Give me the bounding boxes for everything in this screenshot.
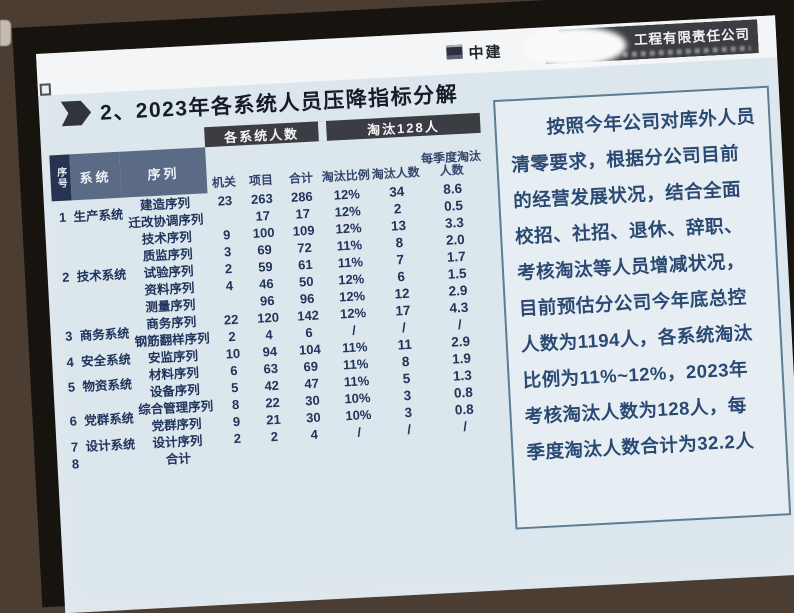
xiangmu-value: 17 xyxy=(255,207,271,224)
col-header-quarter: 每季度淘汰人数 xyxy=(420,148,482,179)
system-name: 技术系统 xyxy=(76,267,128,284)
table-body: 1 生产系统 建造序列 23 263 286 12% 34 8.6 迁改协调序列 17 17 12% 2 0… xyxy=(52,179,498,473)
col-header-jiguan: 机关 xyxy=(211,174,237,190)
xiangmu-value: 69 xyxy=(256,241,273,258)
heji-value: 109 xyxy=(292,222,315,239)
col-header-heji: 合计 xyxy=(288,170,314,186)
jiguan-value: 22 xyxy=(223,311,239,328)
xiangmu-value: 22 xyxy=(264,394,281,410)
jiguan-value: 2 xyxy=(228,328,237,344)
jiguan-value: 8 xyxy=(231,396,240,412)
personnel-table: 各系统人数 淘汰128人 序号 系统 序列 机关 项目 合计 淘汰比例 淘汰人数 xyxy=(48,112,498,473)
jiguan-value xyxy=(208,208,243,227)
table-section: 各系统人数 淘汰128人 序号 系统 序列 机关 项目 合计 淘汰比例 淘汰人数 xyxy=(48,112,498,473)
jiguan-value: 23 xyxy=(217,192,233,209)
xiangmu-value: 42 xyxy=(264,377,280,393)
col-header-xiangmu: 项目 xyxy=(248,172,274,189)
system-name: 生产系统 xyxy=(73,207,124,225)
col-header-sequence: 序列 xyxy=(119,147,208,198)
sequence-name: 合计 xyxy=(165,450,192,467)
jiguan-value: 4 xyxy=(225,277,234,293)
jiguan-value xyxy=(221,446,256,465)
row-number: 4 xyxy=(66,353,75,370)
heji-value: 96 xyxy=(299,290,315,307)
col-header-count: 淘汰人数 xyxy=(371,165,421,182)
heji-value: 72 xyxy=(296,239,313,256)
system-name: 商务系统 xyxy=(79,326,130,344)
cscec-logo-icon xyxy=(446,44,463,60)
col-header-system: 系统 xyxy=(69,151,122,201)
xiangmu-value: 94 xyxy=(262,343,278,360)
system-name xyxy=(85,452,136,472)
xiangmu-value: 46 xyxy=(258,275,274,292)
heji-value: 286 xyxy=(290,188,314,205)
jiguan-value: 5 xyxy=(230,379,239,395)
heji-value xyxy=(295,442,336,461)
heji-value: 47 xyxy=(303,375,320,391)
col-header-ratio: 淘汰比例 xyxy=(321,167,371,185)
redaction-blur xyxy=(521,24,628,70)
heji-value: 50 xyxy=(298,273,314,290)
xiangmu-value: 263 xyxy=(250,190,274,207)
content-row: 各系统人数 淘汰128人 序号 系统 序列 机关 项目 合计 淘汰比例 淘汰人数 xyxy=(48,85,794,552)
wall-artifact xyxy=(0,20,11,46)
jiguan-value: 10 xyxy=(225,345,241,361)
xiangmu-value: 100 xyxy=(252,224,275,241)
heji-value: 142 xyxy=(296,307,320,324)
jiguan-value: 9 xyxy=(222,226,231,242)
jiguan-value xyxy=(213,293,248,312)
row-number: 7 xyxy=(70,438,79,455)
xiangmu-value: 59 xyxy=(257,258,274,275)
heji-value: 4 xyxy=(310,426,319,442)
heji-value: 17 xyxy=(295,205,311,222)
logo-text: 中建 xyxy=(468,43,503,63)
xiangmu-value: 4 xyxy=(264,326,273,342)
company-name: 工程有限责任公司 xyxy=(633,26,751,48)
heji-value: 30 xyxy=(304,392,321,408)
xiangmu-value: 63 xyxy=(263,360,279,377)
count-value xyxy=(385,437,436,457)
row-number: 6 xyxy=(69,413,78,429)
ratio-value xyxy=(335,439,386,459)
row-number: 8 xyxy=(71,455,80,472)
xiangmu-value: 21 xyxy=(265,411,282,427)
slide-body: 2、2023年各系统人员压降指标分解 各系统人数 淘汰128人 xyxy=(38,57,794,553)
row-number: 3 xyxy=(64,328,73,344)
col-header-no: 序号 xyxy=(49,154,72,202)
xiangmu-value: 96 xyxy=(259,292,275,309)
jiguan-value: 6 xyxy=(229,362,238,378)
projector-slide: 中建 工程有限责任公司 2、2023年各系统人员压降指标分解 xyxy=(36,15,794,613)
panel-text: 按照今年公司对库外人员 清零要求，根据分公司目前 的经营发展状况，结合全面 校招、社招… xyxy=(509,98,774,470)
row-number: 1 xyxy=(58,209,67,226)
xiangmu-value: 120 xyxy=(256,309,280,326)
heji-value: 69 xyxy=(303,358,319,374)
xiangmu-value: 2 xyxy=(270,428,279,444)
heji-value: 6 xyxy=(304,324,313,340)
quarter-value xyxy=(435,433,498,453)
row-number: 5 xyxy=(67,379,76,395)
slide-corner-mark xyxy=(39,83,52,96)
title-arrow-icon xyxy=(61,100,92,127)
notes-panel: 按照今年公司对库外人员 清零要求，根据分公司目前 的经营发展状况，结合全面 校招、社招… xyxy=(493,85,792,530)
system-name: 物资系统 xyxy=(82,377,133,395)
jiguan-value: 2 xyxy=(224,260,233,276)
heji-value: 61 xyxy=(297,256,313,273)
xiangmu-value xyxy=(255,444,296,463)
heji-value: 104 xyxy=(298,341,322,358)
heji-value: 30 xyxy=(305,409,321,425)
jiguan-value: 9 xyxy=(232,413,241,429)
jiguan-value: 3 xyxy=(223,243,232,259)
jiguan-value: 2 xyxy=(233,430,242,446)
system-name: 党群系统 xyxy=(83,411,135,428)
